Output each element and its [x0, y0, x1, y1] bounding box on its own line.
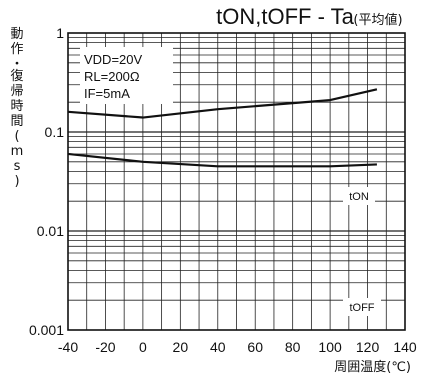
x-tick-label: 0 [139, 339, 147, 355]
conditions-box-bg [80, 47, 173, 104]
chart-title: tON,tOFF - Ta [216, 4, 354, 29]
x-tick-label: 140 [393, 339, 417, 355]
y-tick-label: 0.1 [45, 124, 65, 140]
x-tick-label: 60 [247, 339, 263, 355]
x-axis-label: 周囲温度(℃) [334, 359, 411, 375]
ton-label-box: tON [343, 187, 375, 205]
series [67, 88, 378, 168]
x-tick-label: -20 [95, 339, 115, 355]
condition-rl: RL=200Ω [84, 69, 140, 84]
chart-subtitle: (平均値) [353, 12, 402, 28]
y-tick-label: 0.001 [29, 322, 64, 338]
x-tick-label: 80 [285, 339, 301, 355]
toff-label-box: tOFF [343, 298, 381, 316]
condition-vdd: VDD=20V [84, 52, 142, 67]
toff-label: tOFF [349, 302, 374, 314]
x-tick-label: 100 [318, 339, 342, 355]
y-tick-label: 1 [56, 25, 64, 41]
series-line-toff [67, 152, 377, 168]
series-line-ton [67, 88, 378, 119]
x-tick-label: 40 [210, 339, 226, 355]
toff-label-bg [343, 298, 381, 316]
plot-frame [67, 32, 406, 331]
tick-labels: -40 -20 0 20 40 60 80 100 120 140 0.001 0.01 0.1 1 [29, 25, 417, 355]
ton-label: tON [349, 191, 369, 203]
x-tick-label: -40 [58, 339, 78, 355]
ton-label-bg [343, 187, 375, 205]
x-tick-label: 20 [173, 339, 189, 355]
x-tick-label: 120 [356, 339, 380, 355]
condition-if: IF=5mA [84, 86, 130, 101]
conditions-box: VDD=20V RL=200Ω IF=5mA [80, 47, 173, 104]
y-axis-label: 動作・復帰時間(m s) [10, 27, 23, 189]
y-tick-label: 0.01 [37, 223, 64, 239]
